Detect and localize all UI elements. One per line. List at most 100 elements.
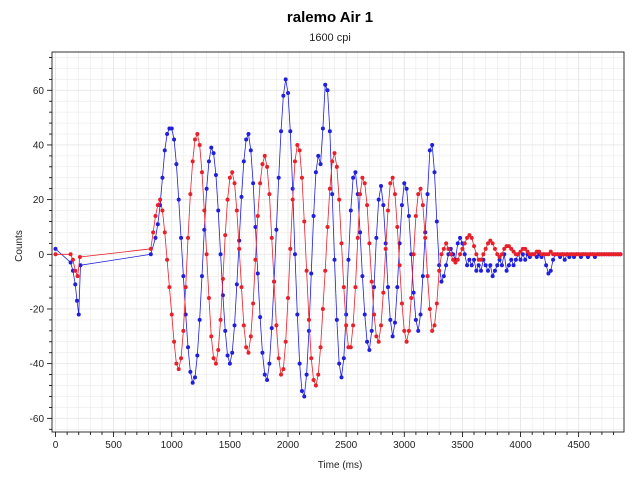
- data-point: [404, 186, 409, 191]
- data-point: [302, 394, 307, 399]
- data-point: [511, 263, 516, 268]
- data-point: [325, 88, 330, 93]
- data-point: [416, 192, 421, 197]
- data-point: [306, 317, 311, 322]
- data-point: [385, 208, 390, 213]
- data-point: [411, 252, 416, 257]
- data-point: [172, 339, 177, 344]
- series-1: [53, 132, 623, 388]
- data-point: [372, 312, 377, 317]
- data-point: [68, 252, 73, 257]
- data-point: [485, 268, 490, 273]
- data-point: [216, 347, 221, 352]
- data-point: [453, 260, 458, 265]
- data-point: [432, 170, 437, 175]
- data-point: [309, 271, 314, 276]
- data-point: [334, 164, 339, 169]
- data-point: [339, 375, 344, 380]
- data-point: [490, 241, 495, 246]
- data-point: [537, 249, 542, 254]
- data-point: [474, 268, 479, 273]
- data-point: [523, 257, 528, 262]
- grid: [52, 52, 624, 432]
- data-point: [195, 132, 200, 137]
- data-point: [399, 203, 404, 208]
- data-point: [513, 257, 518, 262]
- data-point: [353, 285, 358, 290]
- data-point: [75, 274, 80, 279]
- data-point: [379, 183, 384, 188]
- plot-frame: [51, 51, 625, 433]
- data-point: [439, 279, 444, 284]
- data-point: [551, 257, 556, 262]
- data-point: [283, 339, 288, 344]
- data-point: [420, 274, 425, 279]
- data-point: [279, 129, 284, 134]
- data-point: [302, 219, 307, 224]
- data-point: [458, 235, 463, 240]
- data-point: [181, 274, 186, 279]
- data-point: [425, 192, 430, 197]
- data-point: [165, 132, 170, 137]
- data-point: [474, 252, 479, 257]
- data-point: [295, 312, 300, 317]
- data-point: [181, 328, 186, 333]
- data-point: [439, 252, 444, 257]
- data-point: [209, 145, 214, 150]
- data-point: [297, 148, 302, 153]
- data-point: [427, 148, 432, 153]
- data-point: [332, 257, 337, 262]
- data-point: [369, 328, 374, 333]
- data-point: [186, 235, 191, 240]
- data-point: [304, 268, 309, 273]
- data-point: [492, 246, 497, 251]
- data-point: [330, 159, 335, 164]
- data-point: [251, 181, 256, 186]
- data-point: [525, 249, 530, 254]
- data-point: [297, 361, 302, 366]
- data-point: [430, 328, 435, 333]
- data-point: [299, 388, 304, 393]
- data-point: [358, 192, 363, 197]
- data-point: [437, 263, 442, 268]
- data-point: [253, 224, 258, 229]
- data-point: [499, 252, 504, 257]
- data-point: [446, 246, 451, 251]
- data-point: [451, 257, 456, 262]
- data-point: [258, 315, 263, 320]
- data-point: [193, 375, 197, 380]
- data-point: [441, 274, 446, 279]
- data-point: [381, 203, 386, 208]
- data-point: [209, 334, 214, 339]
- chart-title: ralemo Air 1: [287, 9, 373, 26]
- data-point: [327, 129, 332, 134]
- data-point: [520, 252, 525, 257]
- data-point: [385, 285, 390, 290]
- data-point: [234, 208, 239, 213]
- data-point: [518, 257, 523, 262]
- data-point: [399, 301, 404, 306]
- data-point: [260, 350, 265, 355]
- data-point: [416, 328, 421, 333]
- data-point: [509, 257, 514, 262]
- data-point: [281, 367, 286, 372]
- data-point: [155, 203, 160, 208]
- data-point: [281, 93, 286, 98]
- data-point: [479, 257, 483, 262]
- data-point: [390, 334, 395, 339]
- data-point: [167, 285, 172, 290]
- data-point: [490, 274, 495, 279]
- y-tick-label: -20: [30, 304, 45, 315]
- series-0: [53, 77, 623, 399]
- data-point: [197, 142, 202, 147]
- data-point: [334, 317, 339, 322]
- data-point: [148, 252, 153, 257]
- data-point: [337, 197, 342, 202]
- data-point: [53, 252, 58, 257]
- x-tick-label: 1000: [161, 440, 184, 451]
- data-point: [392, 192, 397, 197]
- data-point: [562, 257, 567, 262]
- x-tick-label: 4500: [568, 440, 591, 451]
- data-point: [369, 279, 374, 284]
- data-point: [320, 306, 325, 311]
